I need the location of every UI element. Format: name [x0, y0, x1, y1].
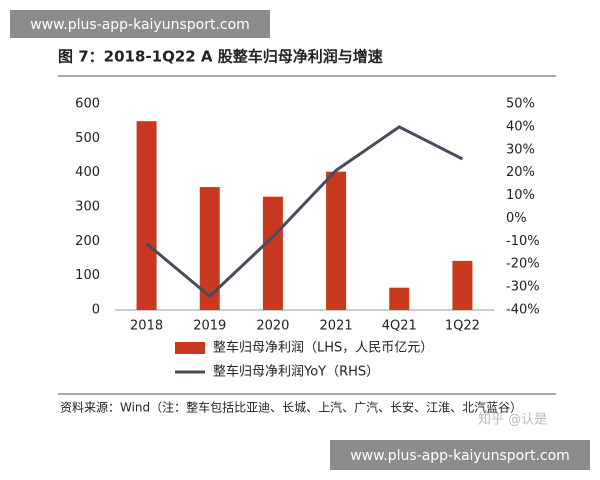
y-tick-label: 200	[75, 234, 100, 249]
y2-tick-label: -30%	[506, 280, 540, 295]
x-tick-label: 4Q21	[382, 319, 417, 334]
legend-swatch	[175, 342, 205, 354]
y2-tick-label: -40%	[506, 303, 540, 318]
x-tick-label: 2018	[130, 319, 163, 334]
bar	[389, 287, 410, 310]
y2-tick-label: 0%	[506, 211, 527, 226]
banner-bg	[330, 440, 590, 470]
y-tick-label: 500	[75, 131, 100, 146]
y-tick-label: 400	[75, 165, 100, 180]
bar	[452, 260, 473, 310]
line	[145, 125, 464, 299]
y-tick-label: 100	[75, 268, 100, 283]
y-tick-label: 0	[92, 303, 100, 318]
y2-tick-label: -10%	[506, 234, 540, 249]
y2-tick-label: 40%	[506, 119, 535, 134]
legend-label: 整车归母净利润YoY（RHS）	[213, 364, 379, 380]
y2-tick-label: 10%	[506, 188, 535, 203]
watermark: 知乎 @认是	[478, 412, 547, 428]
x-tick-label: 2021	[320, 319, 353, 334]
y2-tick-label: -20%	[506, 257, 540, 272]
legend-label: 整车归母净利润（LHS，人民币亿元）	[213, 340, 433, 356]
bar	[199, 187, 220, 310]
bar	[136, 121, 157, 311]
y2-tick-label: 20%	[506, 165, 535, 180]
y2-tick-label: 30%	[506, 142, 535, 157]
bar	[262, 196, 283, 310]
y2-tick-label: 50%	[506, 97, 535, 112]
banner-text: www.plus-app-kaiyunsport.com	[350, 448, 570, 464]
chart-title: 图 7：2018-1Q22 A 股整车归母净利润与增速	[58, 48, 383, 66]
y-tick-label: 300	[75, 200, 100, 215]
x-tick-label: 1Q22	[445, 319, 480, 334]
x-tick-label: 2020	[256, 319, 289, 334]
banner-bg	[10, 10, 270, 38]
x-tick-label: 2019	[193, 319, 226, 334]
source: 资料来源：Wind（注：整车包括比亚迪、长城、上汽、广汽、长安、江淮、北汽蓝谷）	[60, 400, 522, 415]
y-tick-label: 600	[75, 97, 100, 112]
banner-text: www.plus-app-kaiyunsport.com	[30, 17, 250, 33]
bar	[326, 171, 347, 310]
